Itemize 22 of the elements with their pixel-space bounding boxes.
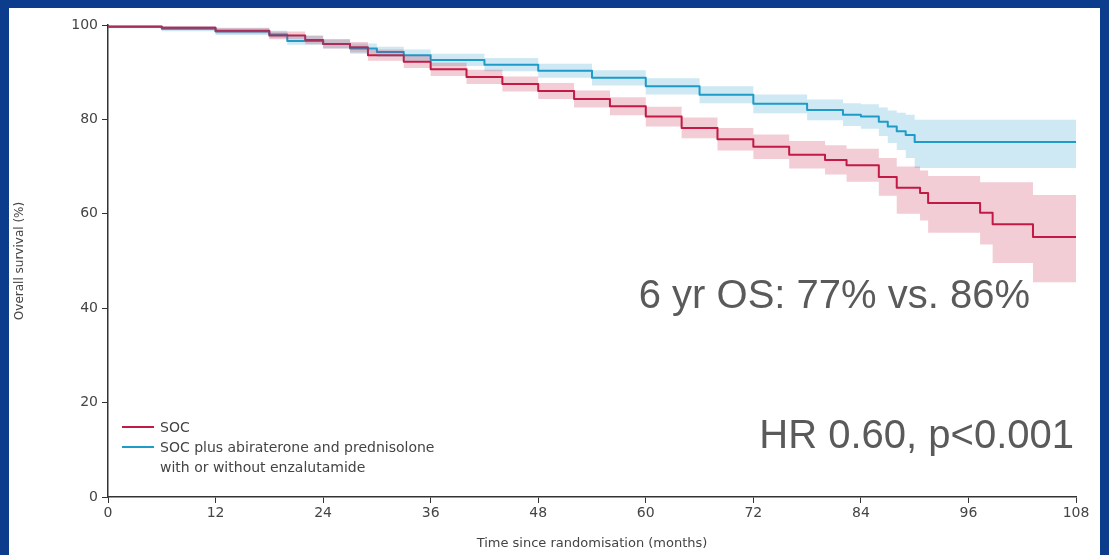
- x-tick-label: 72: [744, 504, 763, 521]
- x-tick-label: 84: [851, 504, 870, 521]
- legend-label: SOC: [160, 418, 190, 437]
- x-tick-label: 12: [206, 504, 225, 521]
- x-tick-label: 48: [529, 504, 548, 521]
- x-tick-label: 24: [314, 504, 333, 521]
- y-tick-label: 60: [80, 204, 98, 221]
- x-tick-label: 0: [103, 504, 113, 521]
- x-tick-label: 60: [636, 504, 655, 521]
- annotation: 6 yr OS: 77% vs. 86%: [638, 272, 1030, 316]
- x-tick-label: 96: [959, 504, 978, 521]
- annotation: HR 0.60, p<0.001: [759, 412, 1074, 456]
- y-tick-label: 100: [71, 15, 98, 32]
- y-tick-label: 0: [89, 487, 98, 504]
- x-tick-label: 36: [421, 504, 440, 521]
- y-tick-label: 20: [80, 393, 98, 410]
- legend-label: SOC plus abiraterone and prednisolone with or without enzalutamide: [160, 438, 436, 477]
- y-tick-label: 40: [80, 298, 98, 315]
- y-tick-label: 80: [80, 110, 98, 127]
- y-axis-title: Overall survival (%): [12, 201, 27, 321]
- x-tick-label: 108: [1062, 504, 1090, 521]
- x-axis-title: Time since randomisation (months): [475, 534, 708, 550]
